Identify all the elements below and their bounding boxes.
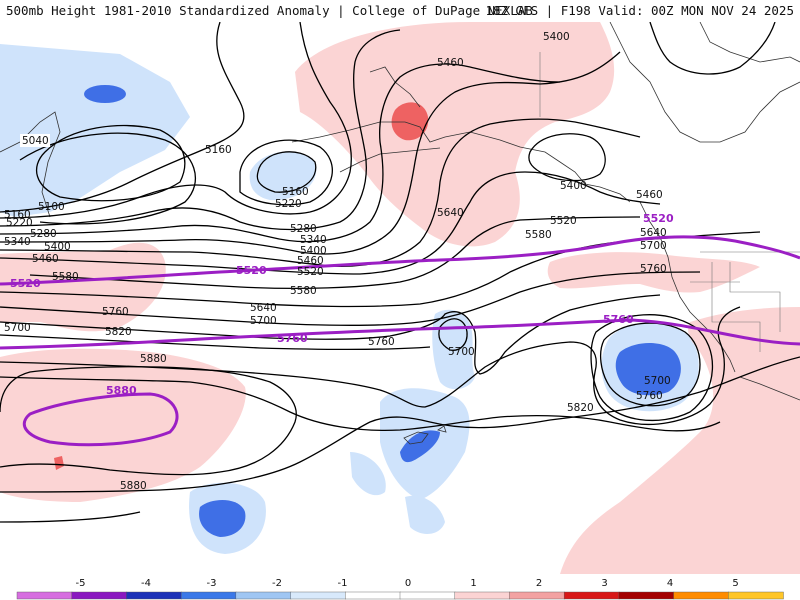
contour-label: 5640 — [437, 207, 464, 219]
contour-label: 5700 — [448, 346, 475, 358]
contour-label: 5160 — [4, 209, 31, 221]
contour-label: 5040 — [22, 135, 49, 147]
contour-label: 5580 — [525, 229, 552, 241]
map-header: 500mb Height 1981-2010 Standardized Anom… — [0, 0, 800, 22]
contour-label: 5280 — [30, 228, 57, 240]
contour-label: 5760 — [636, 390, 663, 402]
contour-label: 5520 — [550, 215, 577, 227]
colorbar-tick-label: -5 — [76, 578, 86, 589]
contour-label: 5760 — [368, 336, 395, 348]
contour-label: 5760 — [640, 263, 667, 275]
colorbar-swatch — [180, 591, 237, 600]
contour-label: 5460 — [297, 255, 324, 267]
colorbar-swatches — [16, 591, 784, 600]
contour-label: 5700 — [250, 315, 277, 327]
contour-label: 5700 — [644, 375, 671, 387]
contour-label: 5760 — [102, 306, 129, 318]
contour-label: 5280 — [290, 223, 317, 235]
contour-label: 5700 — [4, 322, 31, 334]
normal-label: 5760 — [603, 313, 634, 326]
coastlines — [0, 22, 800, 401]
colorbar-swatch — [235, 591, 292, 600]
contour-label: 5460 — [32, 253, 59, 265]
colorbar-tick-label: 4 — [667, 578, 673, 589]
contour-label: 5520 — [297, 266, 324, 278]
normal-label: 5520 — [643, 212, 674, 225]
contour-label: 5400 — [543, 31, 570, 43]
contour-label: 5400 — [44, 241, 71, 253]
colorbar-tick-label: -3 — [207, 578, 217, 589]
colorbar-swatch — [16, 591, 73, 600]
normal-label: 5880 — [106, 384, 137, 397]
colorbar-swatch — [673, 591, 729, 600]
colorbar-ticks: -5 -4 -3 -2 -1 0 1 2 3 4 5 — [76, 578, 739, 589]
colorbar-tick-label: -2 — [272, 578, 282, 589]
contour-label: 5400 — [300, 245, 327, 257]
colorbar-swatch — [618, 591, 675, 600]
colorbar-tick-label: 5 — [732, 578, 738, 589]
contour-label: 5700 — [640, 240, 667, 252]
normal-label: 5760 — [277, 332, 308, 345]
colorbar-tick-label: 1 — [470, 578, 476, 589]
colorbar-swatch — [454, 591, 511, 600]
colorbar-swatch — [509, 591, 565, 600]
colorbar-swatch — [399, 591, 456, 600]
colorbar-swatch — [126, 591, 182, 600]
contour-label: 5880 — [120, 480, 147, 492]
contour-label: 5460 — [437, 57, 464, 69]
contour-label: 5160 — [282, 186, 309, 198]
normal-height-contours — [0, 235, 800, 447]
map-title: 500mb Height 1981-2010 Standardized Anom… — [6, 3, 533, 18]
contour-label: 5340 — [4, 236, 31, 248]
contour-label: 5880 — [140, 353, 167, 365]
colorbar-tick-label: -1 — [338, 578, 348, 589]
anomaly-colorbar: -5 -4 -3 -2 -1 0 1 2 3 4 5 — [16, 578, 784, 600]
normal-contour-labels: 5520 5520 5520 5760 5760 5880 — [10, 212, 674, 397]
strong-negative-anomaly-areas — [84, 85, 681, 537]
colorbar-tick-label: 3 — [601, 578, 607, 589]
colorbar-swatch — [563, 591, 620, 600]
colorbar-tick-label: 0 — [405, 578, 411, 589]
normal-label: 5520 — [10, 277, 41, 290]
contour-label: 5820 — [105, 326, 132, 338]
contour-labels: 5040 5100 5160 5160 5160 5220 5220 5280 … — [4, 31, 671, 492]
contour-label: 5820 — [567, 402, 594, 414]
contour-label: 5220 — [6, 217, 33, 229]
normal-label: 5520 — [236, 264, 267, 277]
contour-label: 5460 — [636, 189, 663, 201]
contour-label: 5640 — [640, 227, 667, 239]
model-valid-time: 18Z GFS | F198 Valid: 00Z MON NOV 24 202… — [485, 3, 794, 18]
colorbar-swatch — [290, 591, 346, 600]
state-borders — [539, 52, 800, 352]
contour-label: 5580 — [290, 285, 317, 297]
colorbar-tick-label: 2 — [536, 578, 542, 589]
contour-label: 5220 — [275, 198, 302, 210]
colorbar-swatch — [71, 591, 128, 600]
anomaly-map: 5040 5100 5160 5160 5160 5220 5220 5280 … — [0, 22, 800, 574]
colorbar-tick-label: -4 — [141, 578, 151, 589]
contour-label: 5580 — [52, 271, 79, 283]
contour-label-bg — [20, 134, 50, 147]
colorbar-swatch — [728, 591, 784, 600]
contour-label: 5340 — [300, 234, 327, 246]
strong-positive-anomaly-areas — [54, 102, 429, 470]
contour-label: 5100 — [38, 201, 65, 213]
colorbar-swatch — [345, 591, 401, 600]
hawaii-islands — [403, 425, 447, 445]
contour-label: 5400 — [560, 180, 587, 192]
contour-label: 5160 — [205, 144, 232, 156]
contour-label: 5640 — [250, 302, 277, 314]
